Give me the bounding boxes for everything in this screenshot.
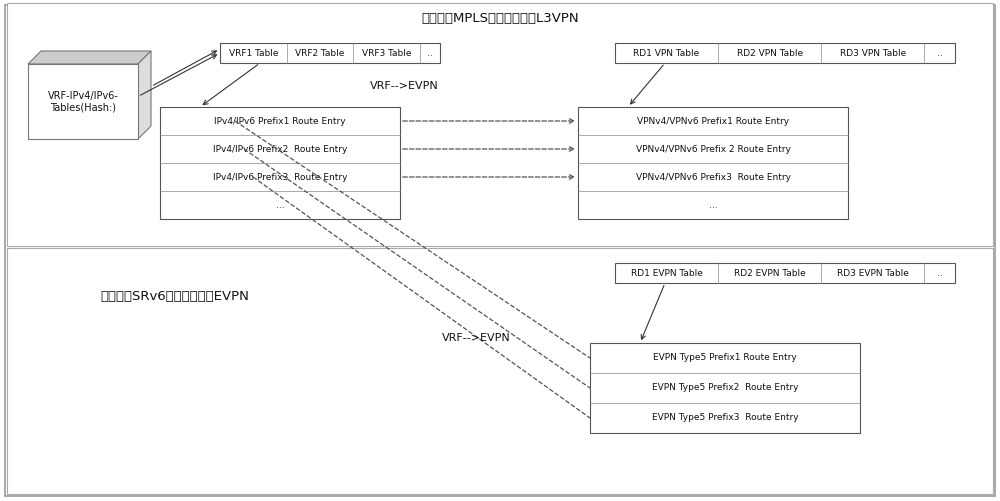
Text: RD1 EVPN Table: RD1 EVPN Table [631,269,703,278]
Text: ..: .. [427,49,433,58]
Text: ...: ... [709,200,717,209]
Text: RD2 EVPN Table: RD2 EVPN Table [734,269,806,278]
Text: 双平面之SRv6平面，控制面EVPN: 双平面之SRv6平面，控制面EVPN [101,290,249,303]
Text: RD2 VPN Table: RD2 VPN Table [737,49,803,58]
Bar [160,107,400,219]
Text: VPNv4/VPNv6 Prefix3  Route Entry: VPNv4/VPNv6 Prefix3 Route Entry [636,172,790,181]
Text: RD3 VPN Table: RD3 VPN Table [840,49,906,58]
Text: EVPN Type5 Prefix2  Route Entry: EVPN Type5 Prefix2 Route Entry [652,383,798,392]
Polygon shape [138,51,151,139]
Bar [578,107,848,219]
Text: VRF1 Table: VRF1 Table [229,49,278,58]
Bar [590,343,860,433]
Text: IPv4/IPv6 Prefix2  Route Entry: IPv4/IPv6 Prefix2 Route Entry [213,144,347,153]
Bar [615,263,955,283]
Bar [7,248,993,494]
Polygon shape [28,51,151,64]
Text: VRF-IPv4/IPv6-
Tables(Hash:): VRF-IPv4/IPv6- Tables(Hash:) [48,91,118,112]
Text: VRF-->EVPN: VRF-->EVPN [442,333,511,343]
Text: RD3 EVPN Table: RD3 EVPN Table [837,269,909,278]
Text: ..: .. [937,269,943,278]
Bar [28,64,138,139]
Text: IPv4/IPv6 Prefix3  Route Entry: IPv4/IPv6 Prefix3 Route Entry [213,172,347,181]
Bar [220,43,440,63]
Text: VRF-->EVPN: VRF-->EVPN [370,81,439,91]
Text: RD1 VPN Table: RD1 VPN Table [633,49,700,58]
Text: IPv4/IPv6 Prefix1 Route Entry: IPv4/IPv6 Prefix1 Route Entry [214,117,346,125]
Text: ...: ... [276,200,284,209]
Text: ..: .. [937,49,943,58]
Bar [7,3,993,246]
Text: VPNv4/VPNv6 Prefix 2 Route Entry: VPNv4/VPNv6 Prefix 2 Route Entry [636,144,790,153]
Text: VRF3 Table: VRF3 Table [362,49,412,58]
Text: VPNv4/VPNv6 Prefix1 Route Entry: VPNv4/VPNv6 Prefix1 Route Entry [637,117,789,125]
Text: VRF2 Table: VRF2 Table [295,49,345,58]
Text: 双平面之MPLS平面，控制面L3VPN: 双平面之MPLS平面，控制面L3VPN [421,12,579,25]
Text: EVPN Type5 Prefix3  Route Entry: EVPN Type5 Prefix3 Route Entry [652,413,798,422]
Bar [615,43,955,63]
Text: EVPN Type5 Prefix1 Route Entry: EVPN Type5 Prefix1 Route Entry [653,354,797,363]
